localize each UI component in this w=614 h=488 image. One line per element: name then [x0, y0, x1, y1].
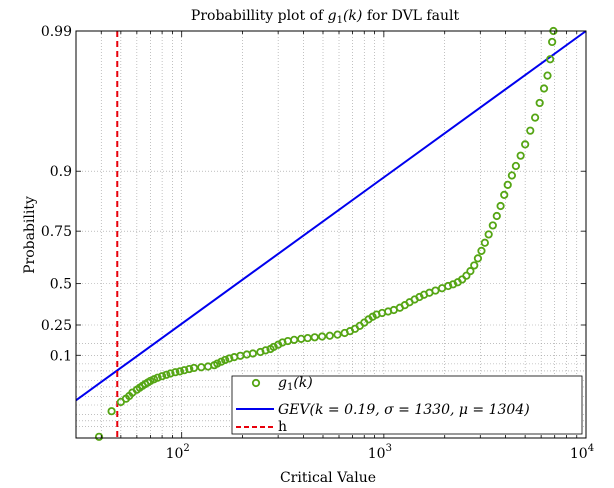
legend-label-fit: GEV(k = 0.19, σ = 1330, μ = 1304): [278, 402, 530, 418]
x-tick-base: 10: [166, 446, 184, 462]
data-point: [526, 126, 535, 135]
data-point: [431, 286, 440, 295]
data-point: [503, 180, 512, 189]
chart-title-sub: 1: [337, 15, 343, 26]
data-point: [213, 359, 222, 368]
data-point: [488, 221, 497, 230]
data-point: [175, 367, 185, 376]
data-point: [546, 55, 555, 64]
data-point: [496, 201, 505, 211]
y-tick-label: 0.1: [50, 348, 72, 364]
data-point: [473, 254, 483, 263]
legend-label-data: g1(k): [278, 375, 313, 393]
x-axis-label: Critical Value: [280, 470, 376, 486]
data-point: [107, 407, 116, 416]
x-tick-base: 10: [368, 446, 386, 462]
data-point: [297, 334, 306, 343]
legend-data-arg: (k): [293, 375, 312, 391]
legend: g1(k) GEV(k = 0.19, σ = 1330, μ = 1304) …: [231, 375, 583, 435]
y-tick-label: 0.5: [50, 277, 72, 293]
data-point: [225, 354, 234, 363]
x-tick-label: 104: [570, 443, 594, 462]
legend-box: [231, 375, 583, 435]
chart-title-var: g: [328, 8, 337, 24]
axes: [75, 30, 587, 439]
y-tick-label: 0.99: [41, 24, 72, 40]
data-point: [180, 366, 189, 375]
fit-layer: [75, 30, 587, 402]
data-points: [94, 26, 558, 441]
data-point: [484, 230, 493, 239]
x-tick-exponent: 3: [386, 443, 392, 454]
gev-fit-line: [75, 30, 587, 402]
data-point: [261, 346, 270, 355]
data-point: [444, 281, 453, 291]
data-point: [507, 171, 517, 180]
chart-title-suffix: for DVL fault: [362, 8, 459, 24]
legend-label-threshold: h: [278, 419, 287, 435]
legend-data-var: g: [278, 375, 287, 391]
chart-title-prefix: Probabillity plot of: [191, 8, 328, 24]
legend-marker-data: [251, 378, 261, 388]
x-tick-label: 102: [166, 443, 190, 462]
y-axis-label: Probability: [22, 196, 38, 274]
x-tick-exponent: 2: [183, 443, 189, 454]
data-point: [548, 37, 557, 47]
data-point: [189, 363, 199, 373]
data-point: [248, 349, 257, 358]
data-point: [153, 373, 162, 382]
data-point: [203, 362, 213, 371]
chart-title: Probabillity plot of g1(k) for DVL fault: [191, 8, 460, 26]
data-point: [318, 332, 327, 341]
data-point: [535, 98, 544, 108]
x-tick-label: 103: [368, 443, 392, 462]
data-point: [171, 368, 180, 377]
data-point: [94, 432, 104, 441]
y-tick-label: 0.9: [50, 164, 72, 180]
data-point: [466, 267, 475, 276]
x-tick-exponent: 4: [588, 443, 594, 454]
data-point: [290, 335, 299, 344]
data-point: [477, 246, 486, 255]
legend-data-sub: 1: [287, 382, 293, 393]
data-point: [162, 370, 171, 379]
x-tick-base: 10: [570, 446, 588, 462]
data-point: [221, 355, 230, 365]
data-point: [539, 84, 549, 93]
chart-title-arg: (k): [343, 8, 362, 24]
data-point: [325, 331, 334, 340]
data-point: [462, 271, 471, 280]
data-point: [166, 369, 175, 378]
data-point: [500, 190, 509, 199]
data-point: [197, 363, 206, 372]
data-point: [185, 364, 194, 374]
data-point: [492, 211, 501, 221]
data-point: [303, 333, 312, 343]
y-tick-label: 0.25: [41, 318, 72, 334]
data-point: [530, 113, 540, 122]
data-point: [310, 333, 319, 342]
data-point: [521, 140, 530, 149]
data-point: [543, 71, 552, 80]
y-tick-label: 0.75: [41, 224, 72, 240]
plot-frame: [75, 30, 587, 439]
data-point: [516, 151, 525, 160]
data-point: [333, 330, 342, 339]
data-point: [480, 238, 489, 247]
data-point: [158, 372, 167, 381]
data-point: [511, 161, 520, 171]
data-point: [470, 261, 479, 270]
